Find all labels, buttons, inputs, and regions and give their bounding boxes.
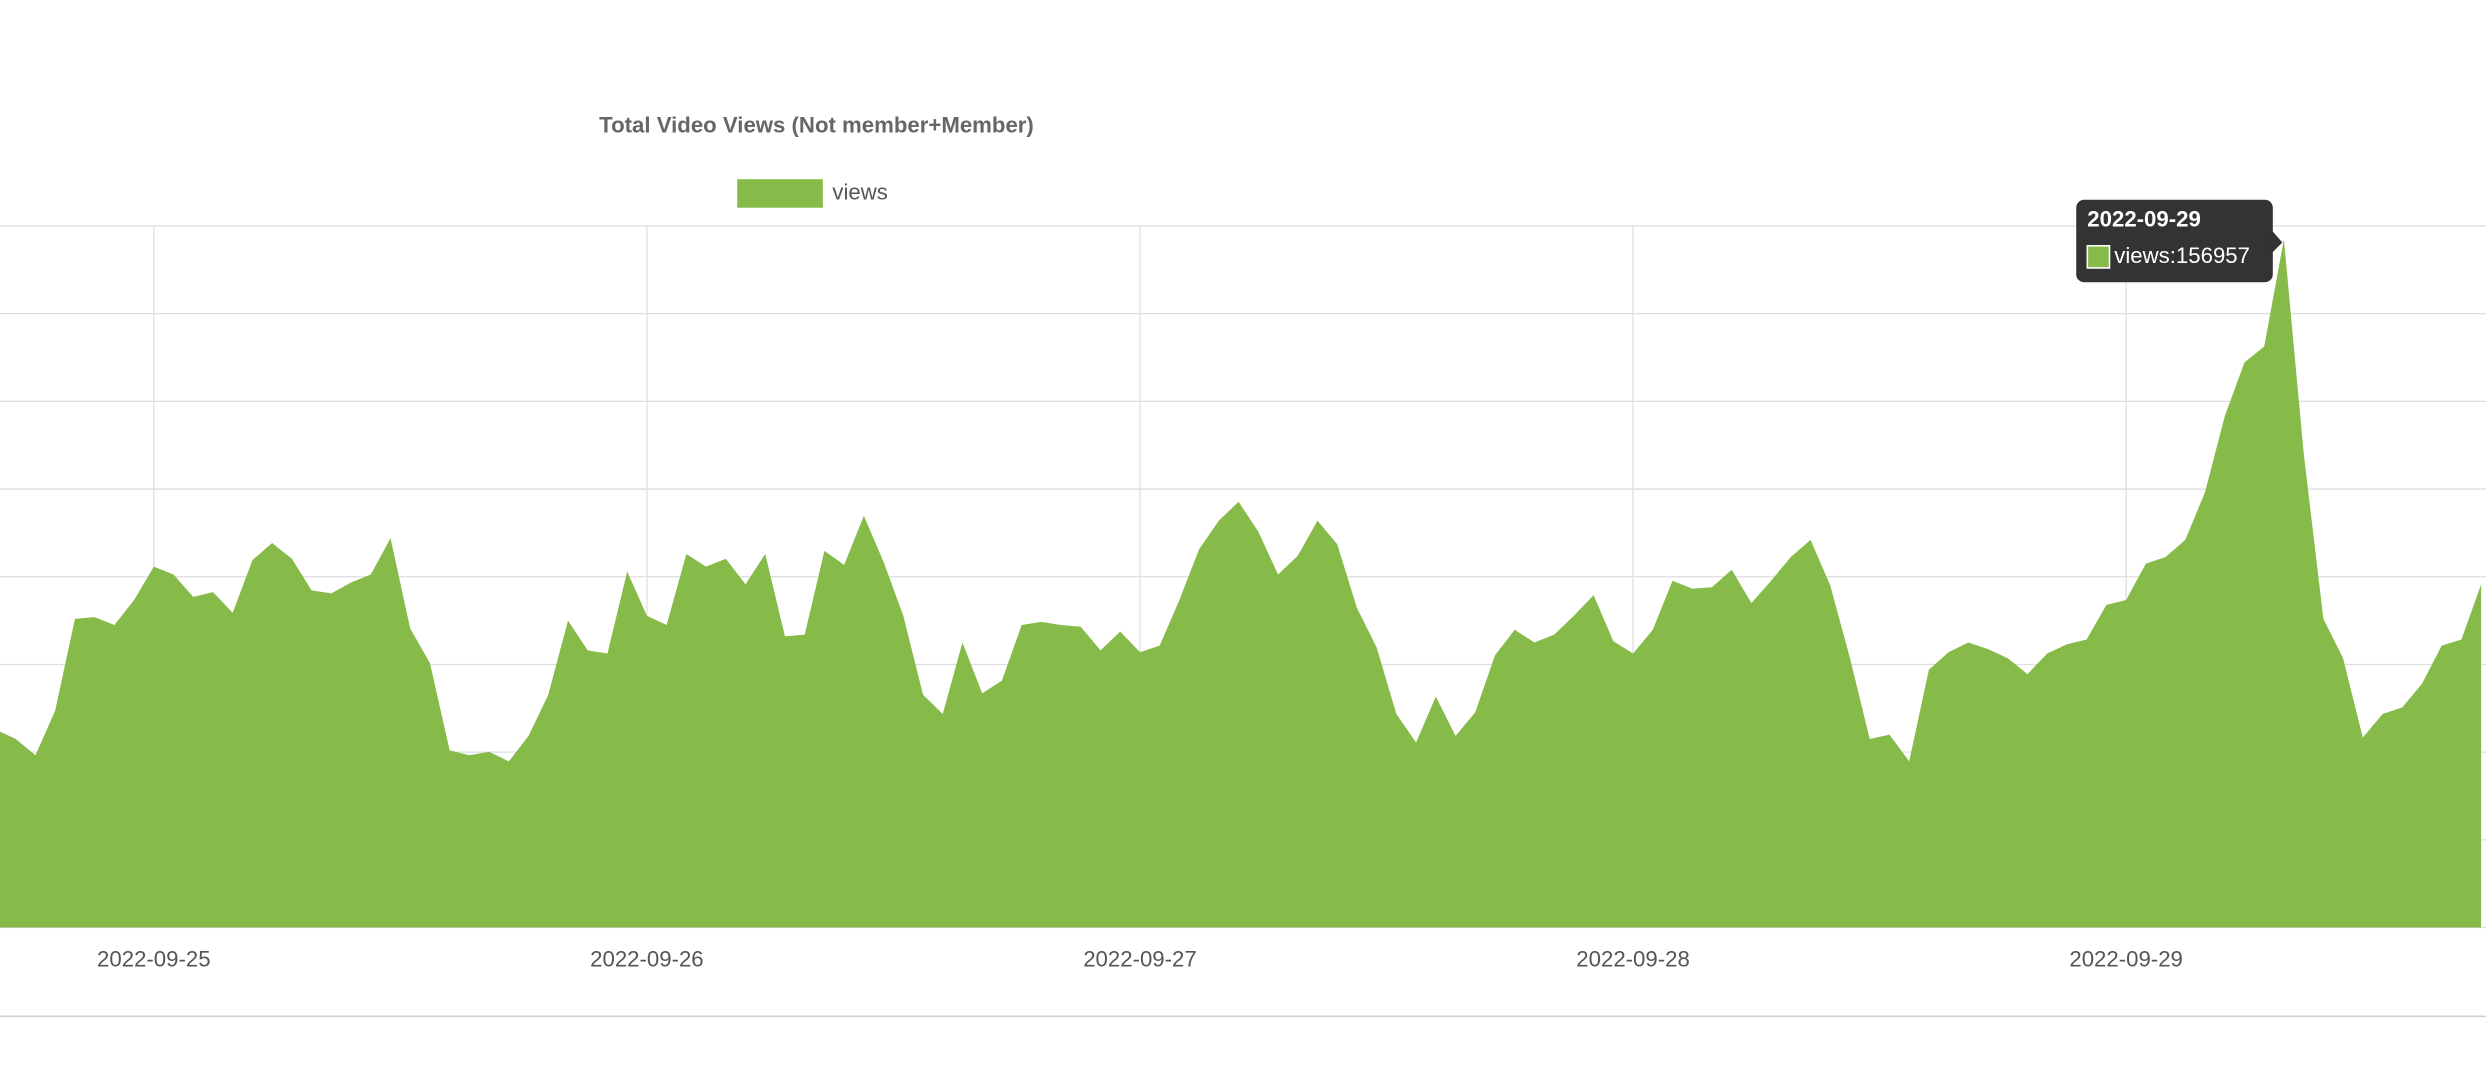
- tooltip-box: [2076, 199, 2273, 283]
- tooltip-text: views:156957: [2114, 243, 2250, 268]
- x-tick-label: 2022-09-25: [97, 947, 210, 972]
- x-tick-label: 2022-09-28: [1576, 947, 1690, 972]
- tooltip-sep: :: [2170, 243, 2176, 268]
- tooltip: 2022-09-29 views:156957: [2076, 199, 2283, 283]
- x-tick-label: 2022-09-29: [2069, 947, 2183, 972]
- legend-swatch: [737, 179, 823, 208]
- tooltip-swatch: [2086, 244, 2111, 269]
- legend-label: views: [832, 179, 887, 204]
- tooltip-series: views: [2114, 243, 2169, 268]
- tooltip-title: 2022-09-29: [2087, 206, 2201, 231]
- chart-title: Total Video Views (Not member+Member): [599, 113, 1034, 138]
- x-tick-label: 2022-09-26: [590, 947, 704, 972]
- tooltip-arrow: [2271, 229, 2283, 254]
- area: [0, 239, 2482, 928]
- x-tick-label: 2022-09-27: [1083, 947, 1197, 972]
- tooltip-value: 156957: [2176, 243, 2250, 268]
